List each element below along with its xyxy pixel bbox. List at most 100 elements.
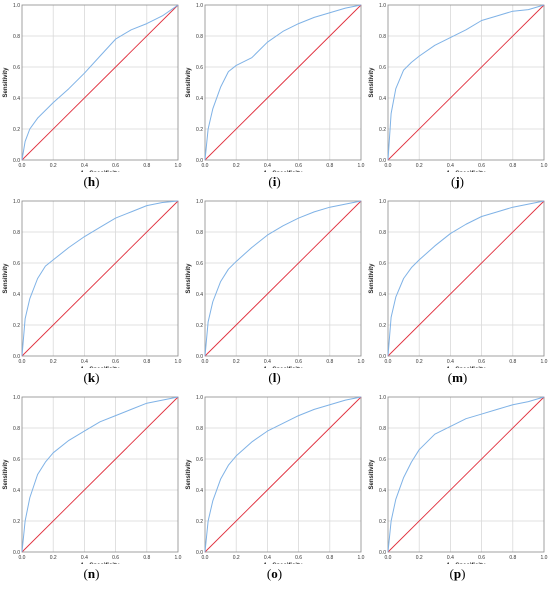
x-tick-label: 0.6: [295, 163, 302, 169]
y-tick-label: 1.0: [379, 395, 386, 401]
x-tick-label: 0.8: [326, 555, 333, 561]
x-tick-label: 0.0: [19, 163, 26, 169]
y-tick-label: 0.0: [379, 550, 386, 556]
x-tick-label: 1.0: [541, 555, 548, 561]
x-tick-label: 0.8: [509, 555, 516, 561]
y-tick-label: 0.4: [13, 96, 20, 102]
x-axis-title: 1 - Specificity: [81, 171, 120, 172]
plot-frame: [204, 200, 362, 357]
y-axis-title: Sensitivity: [3, 263, 9, 294]
y-tick-label: 0.2: [379, 519, 386, 525]
roc-chart-k: 0.00.0 0.2 0.2 0.4 0.4 0.6 0.6 0.8 0.8 1.0 1.0 1 - …: [3, 199, 182, 368]
roc-chart-j: 0.00.0 0.2 0.2 0.4 0.4 0.6 0.6 0.8 0.8 1.0 1.0 1 - …: [369, 3, 548, 172]
panel-label: (o): [266, 566, 283, 581]
x-tick-label: 1.0: [358, 555, 365, 561]
y-tick-label: 0.4: [196, 96, 203, 102]
x-tick-label: 1.0: [541, 359, 548, 365]
y-tick-label: 1.0: [196, 199, 203, 205]
x-tick-label: 0.6: [478, 163, 485, 169]
panel-letter: h: [87, 174, 96, 189]
x-axis-title: 1 - Specificity: [81, 563, 120, 564]
roc-panel-l: 0.00.0 0.2 0.2 0.4 0.4 0.6 0.6 0.8 0.8 1.0 1.0 1 - …: [183, 196, 366, 392]
y-axis-title: Sensitivity: [369, 459, 375, 490]
y-tick-label: 0.2: [379, 127, 386, 133]
x-axis-title: 1 - Specificity: [447, 563, 486, 564]
y-tick-label: 0.8: [13, 34, 20, 40]
y-tick-label: 1.0: [196, 395, 203, 401]
panel-label: (h): [83, 174, 100, 189]
y-tick-label: 0.0: [13, 550, 20, 556]
reference-line: [387, 200, 545, 357]
panel-letter: k: [87, 370, 96, 385]
roc-curve: [21, 396, 179, 553]
y-tick-label: 0.6: [13, 457, 20, 463]
y-tick-label: 0.8: [379, 230, 386, 236]
y-tick-label: 0.0: [13, 158, 20, 164]
y-tick-label: 1.0: [13, 199, 20, 205]
x-tick-label: 0.2: [233, 359, 240, 365]
panel-label: (l): [268, 370, 281, 385]
roc-curve: [21, 4, 179, 161]
y-tick-label: 0.4: [13, 292, 20, 298]
y-tick-label: 0.4: [196, 488, 203, 494]
y-tick-label: 0.6: [379, 65, 386, 71]
roc-panel-m: 0.00.0 0.2 0.2 0.4 0.4 0.6 0.6 0.8 0.8 1.0 1.0 1 - …: [366, 196, 549, 392]
roc-curve: [387, 200, 545, 357]
roc-curve: [21, 200, 179, 357]
reference-line: [387, 396, 545, 553]
x-tick-label: 1.0: [175, 555, 182, 561]
x-tick-label: 0.6: [478, 555, 485, 561]
y-tick-label: 0.6: [196, 65, 203, 71]
x-tick-label: 0.2: [50, 359, 57, 365]
y-tick-label: 1.0: [379, 199, 386, 205]
panel-label: (k): [83, 370, 100, 385]
y-axis-title: Sensitivity: [3, 459, 9, 490]
y-tick-label: 0.4: [13, 488, 20, 494]
roc-panel-i: 0.00.0 0.2 0.2 0.4 0.4 0.6 0.6 0.8 0.8 1.0 1.0 1 - …: [183, 0, 366, 196]
y-tick-label: 0.6: [13, 261, 20, 267]
reference-line: [387, 4, 545, 161]
y-tick-label: 0.8: [379, 426, 386, 432]
x-tick-label: 0.8: [143, 359, 150, 365]
y-tick-label: 0.4: [379, 96, 386, 102]
y-axis-title: Sensitivity: [186, 263, 192, 294]
y-tick-label: 0.4: [196, 292, 203, 298]
x-tick-label: 0.0: [385, 555, 392, 561]
x-tick-label: 0.6: [112, 359, 119, 365]
panel-label: (j): [450, 174, 465, 189]
x-tick-label: 0.4: [81, 359, 88, 365]
y-tick-label: 0.8: [379, 34, 386, 40]
panel-letter: i: [272, 174, 277, 189]
x-tick-label: 0.0: [202, 163, 209, 169]
x-axis-title: 1 - Specificity: [81, 367, 120, 368]
x-tick-label: 0.6: [478, 359, 485, 365]
y-axis-title: Sensitivity: [186, 459, 192, 490]
y-tick-label: 0.2: [13, 127, 20, 133]
x-tick-label: 0.8: [143, 163, 150, 169]
panel-letter: p: [453, 566, 462, 581]
x-tick-label: 0.0: [19, 359, 26, 365]
roc-panel-h: 0.00.0 0.2 0.2 0.4 0.4 0.6 0.6 0.8 0.8 1.0 1.0 1 - …: [0, 0, 183, 196]
x-axis-title: 1 - Specificity: [447, 367, 486, 368]
y-axis-title: Sensitivity: [186, 67, 192, 98]
x-tick-label: 1.0: [358, 163, 365, 169]
y-tick-label: 0.0: [379, 158, 386, 164]
y-axis-title: Sensitivity: [3, 67, 9, 98]
y-tick-label: 0.8: [13, 426, 20, 432]
x-axis-title: 1 - Specificity: [264, 367, 303, 368]
x-tick-label: 0.8: [326, 359, 333, 365]
x-tick-label: 1.0: [541, 163, 548, 169]
x-tick-label: 0.6: [295, 555, 302, 561]
y-tick-label: 0.0: [196, 158, 203, 164]
panel-letter: m: [452, 370, 463, 385]
x-tick-label: 0.6: [295, 359, 302, 365]
y-tick-label: 0.2: [13, 519, 20, 525]
y-tick-label: 0.0: [13, 354, 20, 360]
roc-curve: [204, 4, 362, 161]
plot-frame: [204, 4, 362, 161]
y-tick-label: 0.4: [379, 292, 386, 298]
x-tick-label: 0.2: [50, 555, 57, 561]
x-tick-label: 0.2: [416, 555, 423, 561]
y-tick-label: 0.2: [13, 323, 20, 329]
y-tick-label: 0.2: [196, 323, 203, 329]
